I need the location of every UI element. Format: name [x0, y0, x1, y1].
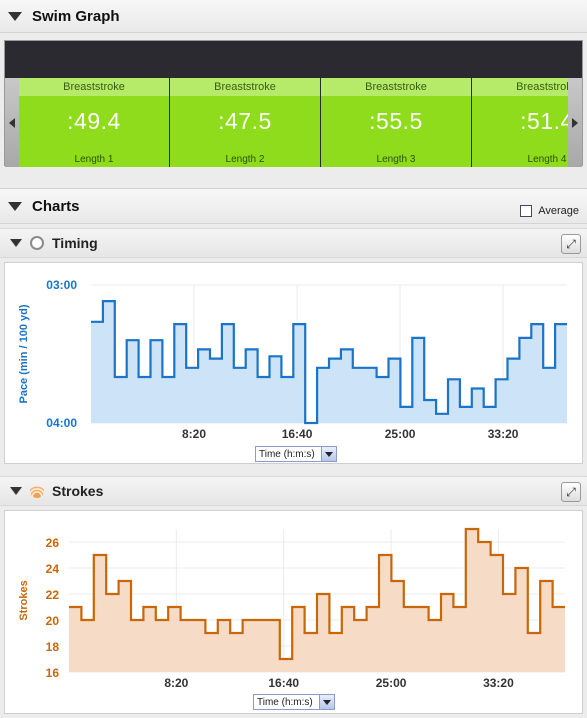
y-tick-label: 20	[46, 614, 60, 628]
timing-chart-svg: 03:00 04:00 Pace (min / 100 yd) 8:20 16:40 25…	[18, 278, 567, 441]
x-tick-label: 33:20	[483, 676, 514, 690]
strokes-chart: 16 18 20 22 24 26 Strokes 8:20 16:40 25:00 33:20 T…	[4, 510, 583, 714]
strokes-title: Strokes	[52, 483, 104, 499]
average-checkbox[interactable]	[520, 205, 533, 217]
length-time: :51.4	[520, 108, 570, 134]
length-label: Length 1	[74, 154, 114, 165]
axis-select-label: Time (h:m:s)	[257, 696, 313, 708]
length-label: Length 3	[376, 154, 416, 165]
length-card[interactable]: Breaststroke :51.4 Length 4	[472, 78, 570, 167]
y-tick-label: 24	[46, 562, 60, 576]
y-tick-label: 16	[46, 666, 60, 680]
y-tick-label: 18	[46, 640, 60, 654]
strokes-chart-svg: 16 18 20 22 24 26 Strokes 8:20 16:40 25:00 33:20	[18, 527, 565, 690]
timing-axis-select[interactable]: Time (h:m:s)	[255, 446, 337, 462]
length-time: :55.5	[369, 108, 423, 134]
length-stroke: Breaststroke	[19, 78, 169, 96]
length-stroke: Breaststroke	[170, 78, 320, 96]
lengths-strip: Breaststroke :49.4 Length 1 Breaststroke…	[19, 78, 570, 167]
axis-select-label: Time (h:m:s)	[259, 448, 315, 460]
chevron-down-icon[interactable]	[318, 695, 334, 709]
length-card[interactable]: Breaststroke :47.5 Length 2	[170, 78, 321, 167]
swim-graph-panel: Breaststroke :49.4 Length 1 Breaststroke…	[4, 40, 583, 167]
charts-title: Charts	[32, 197, 80, 215]
collapse-caret-icon[interactable]	[8, 11, 22, 21]
expand-icon[interactable]: ⤢	[561, 482, 581, 502]
y-tick-label: 22	[46, 588, 60, 602]
strokes-axis-select[interactable]: Time (h:m:s)	[253, 694, 335, 710]
strokes-header[interactable]: Strokes ⤢	[0, 476, 587, 506]
collapse-caret-icon[interactable]	[10, 487, 22, 495]
length-label: Length 2	[225, 154, 265, 165]
y-tick-label: 03:00	[46, 278, 77, 292]
length-label: Length 4	[527, 154, 567, 165]
y-axis-label: Strokes	[18, 580, 30, 620]
charts-header[interactable]: Charts Average	[0, 188, 587, 224]
series-line	[91, 300, 567, 425]
chevron-down-icon[interactable]	[320, 447, 336, 461]
length-time: :47.5	[218, 108, 272, 134]
scroll-right-button[interactable]	[568, 78, 582, 167]
x-tick-label: 25:00	[376, 676, 407, 690]
x-tick-label: 8:20	[182, 427, 206, 441]
x-tick-label: 16:40	[268, 676, 299, 690]
expand-icon[interactable]: ⤢	[561, 234, 581, 254]
average-label: Average	[538, 205, 579, 217]
arrow-left-icon	[9, 117, 15, 128]
y-tick-label: 04:00	[46, 416, 77, 430]
x-tick-label: 16:40	[282, 427, 313, 441]
length-card[interactable]: Breaststroke :55.5 Length 3	[321, 78, 472, 167]
series-line	[69, 527, 565, 661]
timing-header[interactable]: Timing ⤢	[0, 228, 587, 258]
length-card[interactable]: Breaststroke :49.4 Length 1	[19, 78, 170, 167]
clock-icon	[30, 236, 44, 250]
length-time: :49.4	[67, 108, 121, 134]
y-tick-label: 26	[46, 536, 60, 550]
y-axis-label: Pace (min / 100 yd)	[18, 304, 30, 403]
x-tick-label: 33:20	[488, 427, 519, 441]
x-tick-label: 8:20	[164, 676, 188, 690]
swim-graph-header[interactable]: Swim Graph	[0, 0, 587, 33]
collapse-caret-icon[interactable]	[8, 201, 22, 211]
x-tick-label: 25:00	[385, 427, 416, 441]
timing-title: Timing	[52, 235, 98, 251]
collapse-caret-icon[interactable]	[10, 239, 22, 247]
strokes-icon	[30, 484, 44, 498]
swim-graph-title: Swim Graph	[32, 7, 120, 25]
length-stroke: Breaststroke	[472, 78, 570, 96]
scroll-left-button[interactable]	[5, 78, 19, 167]
length-stroke: Breaststroke	[321, 78, 471, 96]
arrow-right-icon	[572, 117, 578, 128]
timing-chart: 03:00 04:00 Pace (min / 100 yd) 8:20 16:40 25…	[4, 262, 583, 464]
average-toggle[interactable]: Average	[520, 205, 579, 217]
